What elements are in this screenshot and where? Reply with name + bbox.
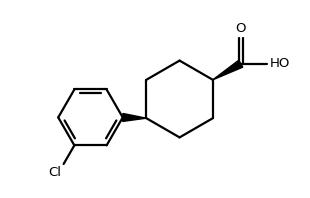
Text: O: O: [236, 22, 246, 35]
Polygon shape: [213, 60, 243, 80]
Polygon shape: [123, 113, 146, 121]
Text: Cl: Cl: [48, 166, 61, 179]
Text: HO: HO: [269, 57, 290, 70]
